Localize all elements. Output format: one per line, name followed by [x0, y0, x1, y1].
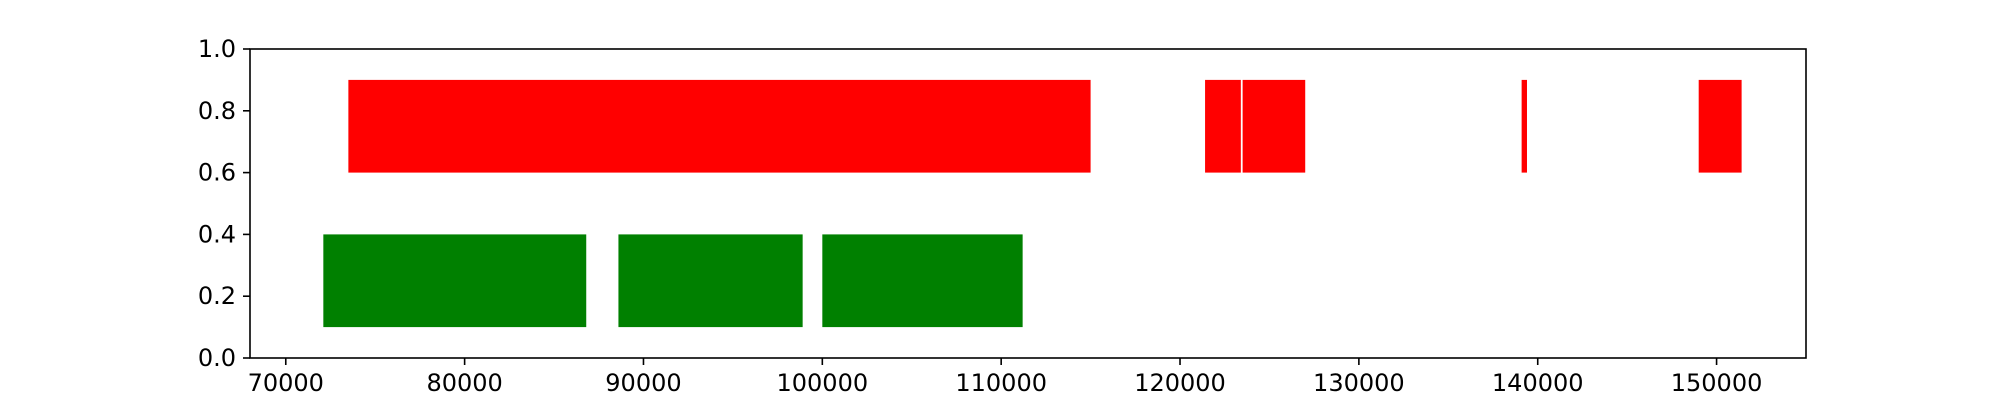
y-tick-label: 0.8	[198, 97, 236, 125]
y-tick-label: 0.2	[198, 282, 236, 310]
bar-series-0-interval-2	[1242, 79, 1306, 173]
y-tick-label: 0.0	[198, 344, 236, 372]
y-tick-label: 0.4	[198, 220, 236, 248]
bar-series-1-interval-2	[822, 234, 1023, 328]
bar-series-0-interval-4	[1698, 79, 1742, 173]
plot-frame	[249, 48, 1807, 359]
x-tick-label: 140000	[1492, 369, 1584, 397]
bar-series-0-interval-0	[348, 79, 1091, 173]
y-tick-label: 0.6	[198, 159, 236, 187]
x-tick-label: 150000	[1671, 369, 1763, 397]
x-tick-label: 100000	[777, 369, 869, 397]
bar-series-1-interval-0	[323, 234, 587, 328]
x-tick-label: 130000	[1313, 369, 1405, 397]
x-tick-label: 70000	[248, 369, 324, 397]
x-tick-label: 90000	[605, 369, 681, 397]
bar-series-0-interval-3	[1521, 79, 1527, 173]
x-tick-label: 110000	[955, 369, 1047, 397]
y-tick-label: 1.0	[198, 35, 236, 63]
x-tick-label: 80000	[426, 369, 502, 397]
bar-series-0-interval-1	[1205, 79, 1241, 173]
bars-layer	[323, 79, 1742, 328]
axes-layer: 70000 80000 90000 100000 110000 120000 130000 1…	[198, 35, 1807, 397]
x-tick-label: 120000	[1134, 369, 1226, 397]
bar-series-1-interval-1	[618, 234, 803, 328]
